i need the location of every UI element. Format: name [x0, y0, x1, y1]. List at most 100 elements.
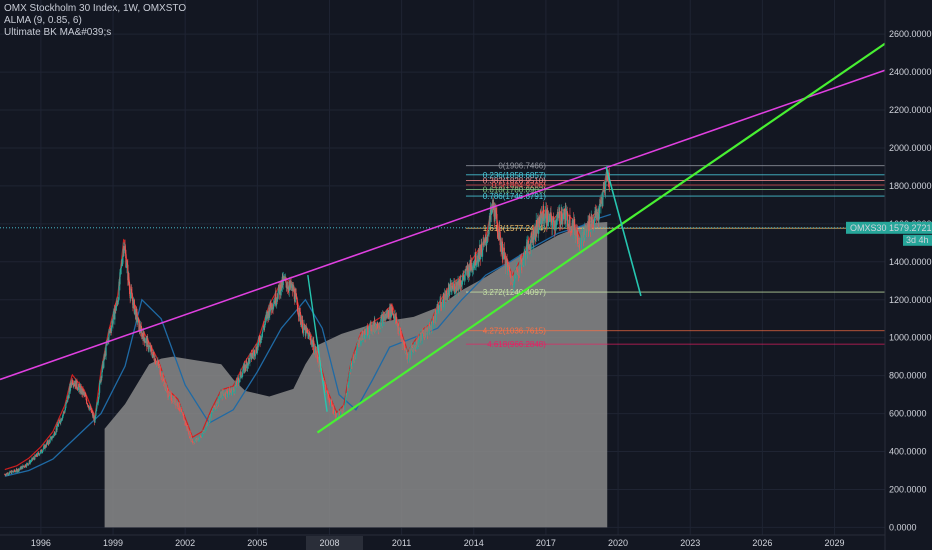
candle-body — [448, 287, 450, 290]
candle-body — [602, 192, 604, 207]
candle-body — [525, 254, 527, 260]
candle-body — [62, 415, 64, 419]
candle-body — [393, 313, 395, 318]
candle-body — [280, 290, 282, 295]
x-tick-label: 2008 — [319, 538, 339, 548]
candle-body — [265, 316, 267, 317]
candle-body — [293, 288, 295, 300]
candle-body — [512, 284, 515, 287]
candle-body — [476, 260, 478, 262]
candle-body — [308, 333, 311, 337]
candle-body — [458, 279, 461, 286]
candle-body — [367, 335, 369, 337]
candle-body — [463, 275, 466, 280]
candle-body — [272, 308, 274, 310]
legend-ultimate[interactable]: Ultimate BK MA&#039;s — [4, 27, 112, 38]
candle-body — [241, 372, 244, 377]
candle-body — [237, 378, 239, 381]
candle-body — [535, 237, 537, 239]
candle-body — [129, 286, 131, 294]
candle-body — [272, 304, 275, 309]
candle-body — [485, 237, 487, 243]
candle-body — [399, 328, 401, 332]
candle-body — [331, 405, 333, 407]
price-candles — [4, 165, 610, 477]
candle-body — [131, 292, 133, 299]
candle-body — [385, 315, 387, 319]
candle-body — [121, 264, 123, 265]
candle-body — [400, 331, 402, 336]
candle-body — [298, 308, 301, 317]
candle-body — [449, 283, 451, 286]
candle-body — [225, 390, 227, 397]
candle-body — [67, 396, 69, 402]
candle-body — [590, 230, 592, 232]
candle-body — [145, 338, 147, 343]
candle-body — [579, 237, 582, 249]
y-tick-label: 2600.0000 — [889, 29, 932, 39]
legend-title[interactable]: OMX Stockholm 30 Index, 1W, OMXSTO — [4, 3, 187, 14]
candle-body — [59, 420, 61, 423]
candle-body — [26, 463, 29, 465]
candle-body — [369, 325, 371, 335]
candle-body — [139, 324, 141, 331]
candle-body — [123, 249, 125, 253]
candle-body — [23, 466, 25, 467]
candle-body — [516, 269, 518, 274]
candle-body — [468, 265, 470, 277]
candle-body — [58, 420, 60, 422]
candle-body — [538, 216, 541, 224]
candle-body — [527, 240, 529, 246]
candle-body — [555, 225, 557, 227]
candle-body — [552, 216, 554, 221]
fib-label: 0.236(1858.6857) — [483, 171, 547, 180]
candle-body — [407, 353, 409, 361]
candle-body — [63, 411, 65, 413]
candle-body — [306, 329, 308, 333]
candle-body — [483, 239, 486, 244]
candle-body — [316, 354, 319, 359]
candle-body — [49, 437, 52, 439]
candle-body — [353, 357, 355, 361]
candle-body — [227, 393, 229, 396]
candle-body — [434, 313, 436, 324]
candle-body — [328, 398, 330, 400]
candle-body — [585, 230, 587, 235]
candle-body — [509, 271, 511, 278]
candle-body — [179, 410, 181, 412]
candle-body — [264, 323, 266, 328]
candle-body — [357, 342, 359, 347]
candle-body — [120, 263, 122, 269]
candle-body — [31, 459, 33, 462]
trendline-resistance — [0, 69, 886, 381]
candle-body — [297, 311, 299, 313]
candle-body — [24, 466, 26, 468]
candle-body — [300, 320, 302, 327]
price-label: OMXS30 1579.2721 3d 4h — [846, 221, 932, 246]
candle-body — [442, 300, 444, 303]
candle-body — [55, 428, 57, 433]
legend-alma[interactable]: ALMA (9, 0.85, 6) — [4, 15, 82, 26]
candle-body — [343, 409, 345, 411]
candle-body — [371, 331, 373, 333]
candle-body — [562, 213, 565, 219]
candle-body — [37, 452, 39, 457]
x-tick-label: 2020 — [608, 538, 628, 548]
candle-body — [305, 326, 307, 336]
candle-body — [180, 407, 182, 411]
candle-body — [239, 378, 241, 381]
candle-body — [258, 337, 260, 339]
candle-body — [359, 337, 361, 345]
candle-body — [590, 217, 592, 231]
candle-body — [100, 376, 102, 383]
candle-body — [4, 474, 6, 476]
candle-body — [324, 382, 326, 385]
candle-body — [22, 465, 24, 469]
candle-body — [194, 440, 196, 443]
candle-body — [451, 285, 453, 290]
candle-body — [570, 226, 572, 229]
candle-body — [352, 356, 355, 358]
fibonacci-levels: 0(1906.7466)0.236(1858.6857)0.382(1828.9… — [0, 162, 885, 349]
